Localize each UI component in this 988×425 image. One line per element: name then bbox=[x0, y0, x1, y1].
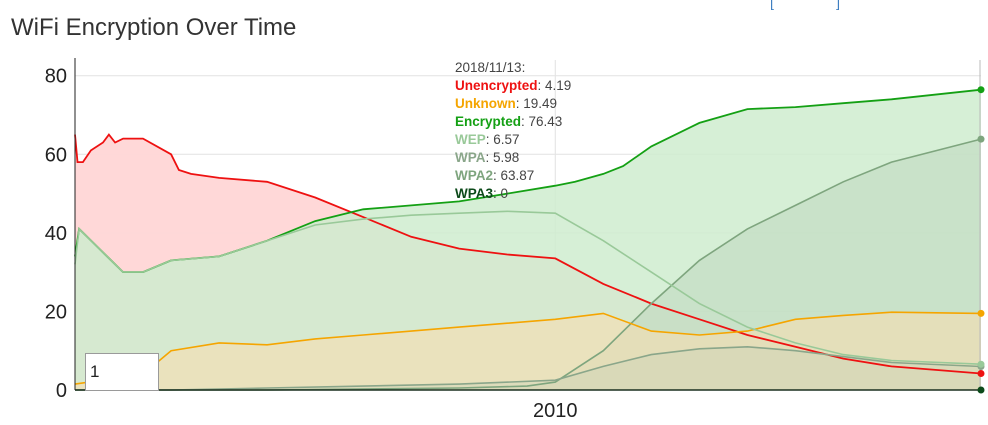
legend-series-name: WPA3 bbox=[455, 186, 494, 201]
series-point-wep bbox=[977, 360, 985, 368]
series-area-unknown bbox=[75, 312, 981, 390]
y-tick-label: 60 bbox=[45, 144, 67, 166]
legend-series-value: : 6.57 bbox=[485, 132, 520, 147]
chart-title: WiFi Encryption Over Time bbox=[11, 14, 297, 41]
area-layer bbox=[75, 89, 981, 390]
axis-layer: 0 20 40 60 80 2010 bbox=[45, 58, 981, 422]
legend-series-value: : 76.43 bbox=[521, 114, 563, 129]
legend-entry-wpa3: WPA3: 0 bbox=[455, 185, 571, 203]
legend-date: 2018/11/13: bbox=[455, 60, 526, 75]
y-tick-label: 80 bbox=[45, 66, 67, 88]
legend-entry-unknown: Unknown: 19.49 bbox=[455, 95, 571, 113]
series-point-unencrypted bbox=[977, 370, 985, 377]
series-line-wpa bbox=[75, 345, 982, 391]
series-point-encrypted bbox=[977, 86, 985, 94]
top-link[interactable]: [ ] bbox=[770, 0, 841, 10]
x-tick-label: 2010 bbox=[533, 400, 578, 422]
y-tick-label: 0 bbox=[56, 380, 67, 402]
legend-series-name: WPA bbox=[455, 150, 486, 165]
legend-rows: Unencrypted: 4.19 Unknown: 19.49 Encrypted… bbox=[455, 77, 571, 203]
legend-entry-wpa: WPA: 5.98 bbox=[455, 149, 571, 167]
legend-series-name: Unknown bbox=[455, 96, 516, 111]
legend-entry-wep: WEP: 6.57 bbox=[455, 131, 571, 149]
legend-series-name: Unencrypted bbox=[455, 78, 538, 93]
legend-series-value: : 5.98 bbox=[485, 150, 520, 165]
legend-series-value: : 63.87 bbox=[493, 168, 535, 183]
legend-series-name: WPA2 bbox=[455, 168, 494, 183]
legend: 2018/11/13: Unencrypted: 4.19 Unknown: 19… bbox=[455, 59, 571, 203]
y-tick-label: 40 bbox=[45, 223, 67, 245]
legend-series-name: Encrypted bbox=[455, 114, 522, 129]
series-line-unknown bbox=[74, 311, 982, 385]
series-area-wpa bbox=[75, 346, 981, 390]
series-point-wpa2 bbox=[977, 135, 985, 143]
legend-series-value: : 0 bbox=[493, 186, 509, 201]
series-line-wep bbox=[74, 210, 982, 365]
series-line-wpa2 bbox=[75, 138, 982, 391]
legend-entry-encrypted: Encrypted: 76.43 bbox=[455, 113, 571, 131]
rolling-period-input[interactable] bbox=[85, 353, 159, 391]
series-point-wpa3 bbox=[977, 386, 985, 394]
legend-entry-unencrypted: Unencrypted: 4.19 bbox=[455, 77, 571, 95]
legend-series-name: WEP bbox=[455, 132, 486, 147]
dot-layer bbox=[977, 86, 985, 394]
legend-series-value: : 4.19 bbox=[537, 78, 572, 93]
series-line-unencrypted bbox=[74, 133, 982, 375]
legend-entry-wpa2: WPA2: 63.87 bbox=[455, 167, 571, 185]
legend-series-value: : 19.49 bbox=[515, 96, 558, 111]
y-tick-label: 20 bbox=[45, 301, 67, 323]
series-area-wpa2 bbox=[75, 139, 981, 390]
series-point-unknown bbox=[977, 309, 985, 317]
